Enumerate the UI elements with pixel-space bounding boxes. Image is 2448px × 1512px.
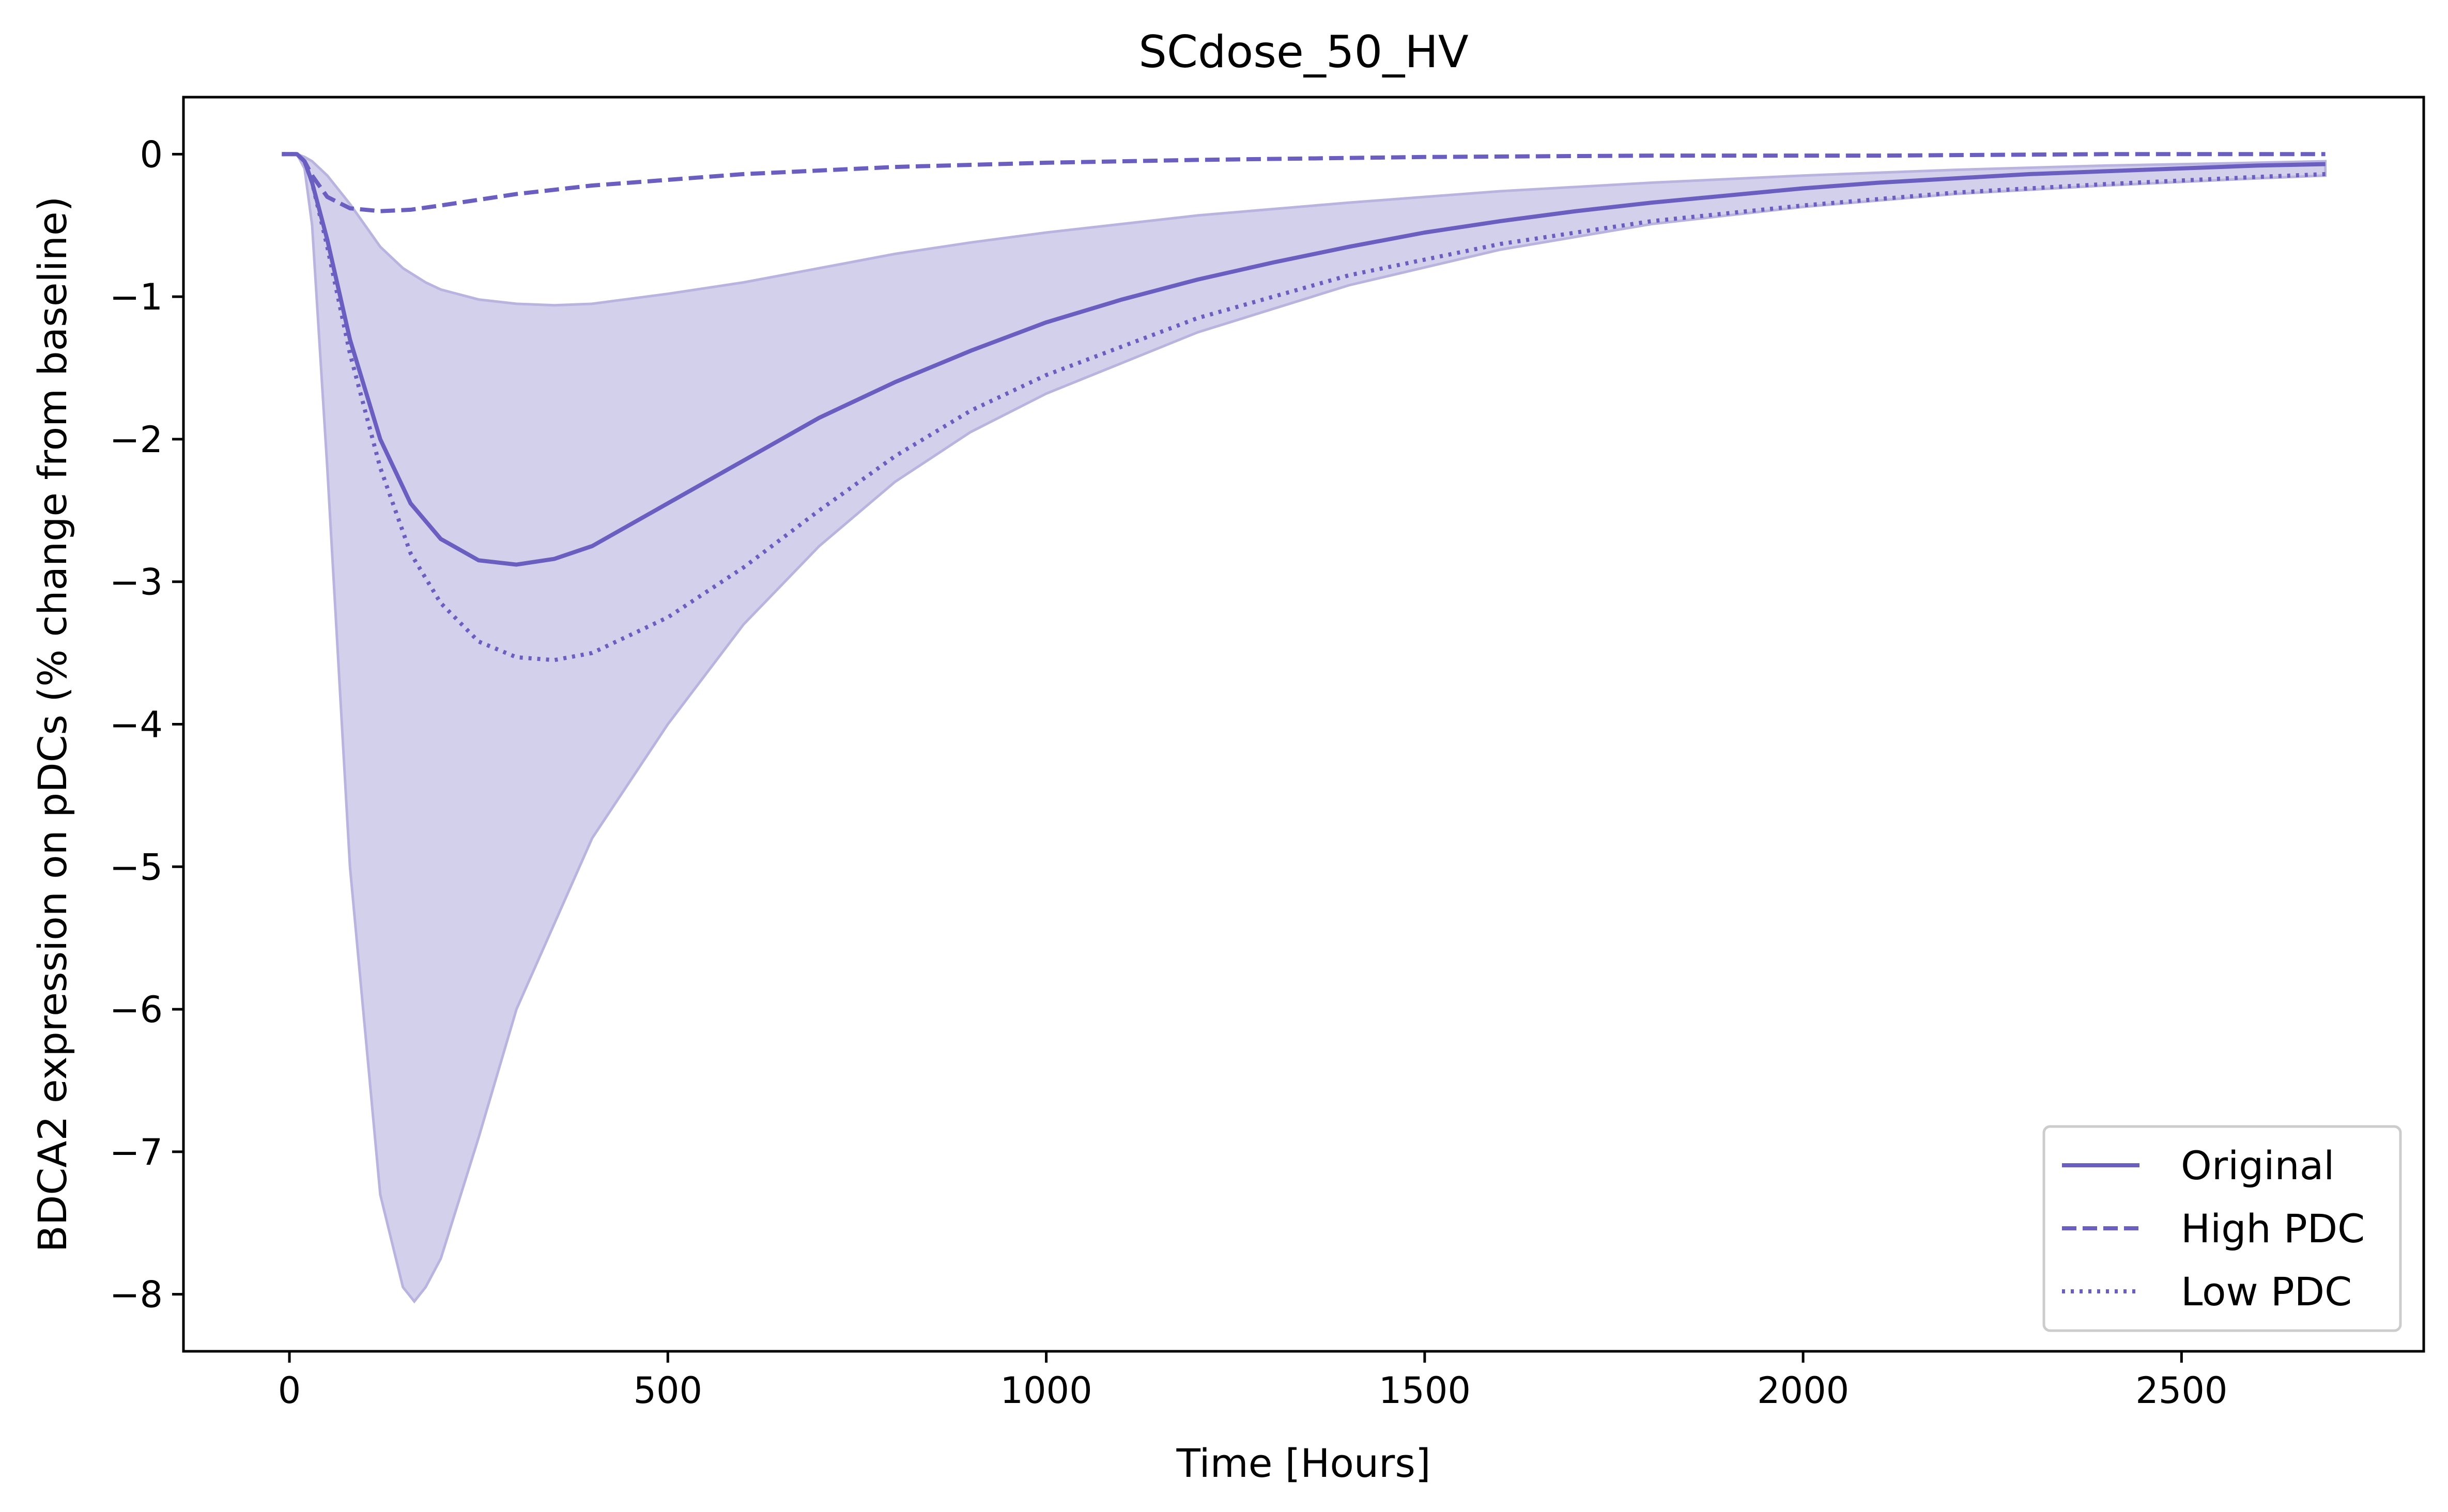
plot-area — [182, 96, 2425, 1353]
y-tick-label: −8 — [110, 1274, 163, 1316]
legend: Original High PDC Low PDC — [2042, 1125, 2402, 1332]
legend-label: High PDC — [2181, 1206, 2365, 1252]
y-tick-label: 0 — [140, 133, 163, 176]
series-line-solid — [282, 152, 2326, 567]
x-tick-label: 2000 — [1757, 1369, 1849, 1412]
y-tick-label: −3 — [110, 561, 163, 604]
x-tick-label: 2500 — [2135, 1369, 2227, 1412]
x-axis-label: Time [Hours] — [1176, 1440, 1430, 1486]
y-axis-ticks: 0 −1 −2 −3 −4 −5 −6 −7 −8 — [110, 133, 183, 1316]
legend-label: Original — [2181, 1143, 2334, 1189]
legend-box — [2042, 1125, 2402, 1332]
series-layer — [282, 152, 2326, 662]
y-tick-label: −7 — [110, 1131, 163, 1174]
x-tick-label: 1500 — [1379, 1369, 1471, 1412]
y-axis-label: BDCA2 expression on pDCs (% change from … — [29, 196, 75, 1253]
series-line-dotted — [282, 152, 2326, 662]
x-axis-ticks: 0 500 1000 1500 2000 2500 — [278, 1351, 2227, 1412]
series-line-dashed — [282, 152, 2326, 213]
x-tick-label: 0 — [278, 1369, 301, 1412]
y-tick-label: −5 — [110, 846, 163, 888]
confidence-band — [282, 152, 2327, 1304]
y-tick-label: −1 — [110, 276, 163, 318]
legend-label: Low PDC — [2181, 1269, 2352, 1315]
x-tick-label: 1000 — [1000, 1369, 1092, 1412]
x-tick-label: 500 — [633, 1369, 702, 1412]
chart-title: SCdose_50_HV — [1138, 26, 1469, 78]
y-tick-label: −2 — [110, 419, 163, 461]
y-tick-label: −4 — [110, 704, 163, 746]
y-tick-label: −6 — [110, 989, 163, 1031]
